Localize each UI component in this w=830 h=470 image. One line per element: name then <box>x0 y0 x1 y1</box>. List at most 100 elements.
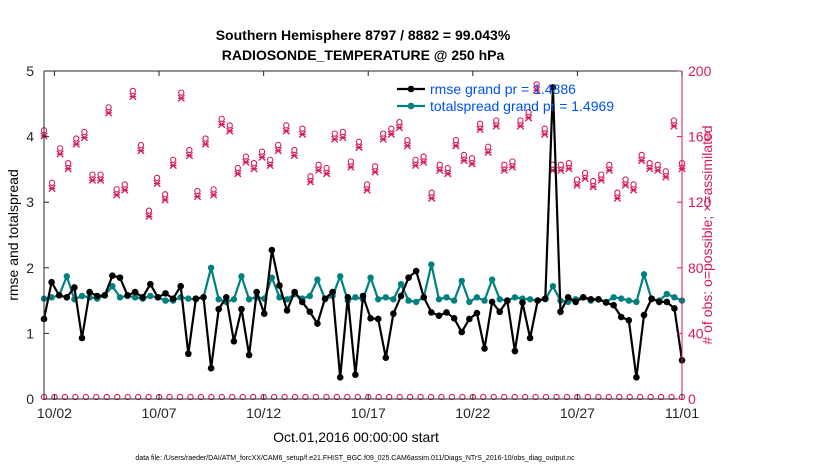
totalspread-point <box>397 281 405 288</box>
rmse-point <box>572 298 579 306</box>
obs-possible-point <box>380 130 387 137</box>
obs-assimilated-point <box>56 150 64 158</box>
obs-possible-point <box>412 156 419 163</box>
obs-assimilated-point <box>476 125 484 134</box>
obs-assimilated-point <box>581 174 589 183</box>
obs-assimilated-point <box>597 176 605 184</box>
totalspread-point <box>390 296 397 303</box>
obs-zero-point <box>668 393 675 401</box>
y-tick-label-right: 120 <box>688 194 712 210</box>
rmse-point <box>116 274 124 281</box>
obs-assimilated-point <box>452 142 460 150</box>
rmse-point <box>466 315 473 323</box>
legend-marker <box>407 102 415 110</box>
obs-assimilated-point <box>290 151 299 160</box>
obs-assimilated-point <box>387 130 395 138</box>
obs-possible-point <box>646 159 653 167</box>
obs-zero-point <box>657 393 665 401</box>
obs-assimilated-point <box>460 156 468 165</box>
obs-assimilated-point <box>161 196 169 204</box>
obs-assimilated-point <box>516 122 525 130</box>
totalspread-point <box>618 295 625 302</box>
plot-area <box>44 71 682 399</box>
obs-assimilated-point <box>96 176 105 184</box>
obs-possible-point <box>48 179 56 186</box>
obs-assimilated-point <box>363 186 371 194</box>
obs-assimilated-point <box>347 163 355 171</box>
obs-zero-point <box>385 393 393 401</box>
obs-possible-point <box>170 156 177 163</box>
obs-zero-point <box>511 393 518 401</box>
obs-assimilated-point <box>48 184 56 193</box>
obs-possible-point <box>347 158 355 165</box>
obs-possible-point <box>581 169 589 177</box>
totalspread-point <box>412 298 420 306</box>
totalspread-point <box>663 290 671 298</box>
obs-zero-point <box>323 393 330 401</box>
rmse-point <box>352 371 359 379</box>
rmse-point <box>428 309 435 316</box>
rmse-point <box>215 305 222 313</box>
obs-possible-point <box>291 146 298 154</box>
obs-possible-point <box>460 151 468 159</box>
rmse-point <box>663 298 671 306</box>
obs-possible-point <box>234 164 241 172</box>
obs-possible-point <box>533 81 540 88</box>
obs-possible-point <box>606 161 613 168</box>
rmse-point <box>640 311 648 319</box>
rmse-point <box>177 282 185 290</box>
obs-possible-point <box>509 158 516 165</box>
totalspread-point <box>458 277 465 285</box>
obs-zero-point <box>375 393 382 401</box>
obs-assimilated-point <box>242 158 250 166</box>
totalspread-point <box>283 296 291 303</box>
rmse-point <box>458 328 466 336</box>
obs-possible-point <box>299 125 306 132</box>
x-tick-label: 10/22 <box>455 405 490 421</box>
rmse-point <box>222 294 230 301</box>
rmse-point <box>185 350 192 358</box>
obs-possible-point <box>339 128 346 136</box>
obs-assimilated-point <box>322 170 331 178</box>
rmse-point <box>245 351 253 359</box>
obs-possible-point <box>202 135 209 142</box>
rmse-point <box>306 308 314 316</box>
obs-possible-point <box>355 138 363 145</box>
obs-possible-point <box>97 171 104 178</box>
obs-zero-point <box>626 393 633 401</box>
rmse-point <box>230 337 238 345</box>
totalspread-point <box>215 296 222 303</box>
obs-zero-point <box>542 393 550 401</box>
obs-assimilated-point <box>605 166 613 175</box>
rmse-point <box>633 374 640 381</box>
obs-assimilated-point <box>339 133 347 142</box>
rmse-point <box>602 299 610 306</box>
y-tick-label-left: 0 <box>26 391 34 407</box>
obs-assimilated-point <box>654 166 662 175</box>
rmse-point <box>336 374 344 381</box>
totalspread-point <box>367 274 374 281</box>
obs-assimilated-point <box>629 186 638 194</box>
x-tick-label: 10/17 <box>351 405 386 421</box>
obs-assimilated-point <box>234 170 242 178</box>
obs-assimilated-point <box>500 166 508 175</box>
obs-possible-point <box>89 171 96 178</box>
obs-assimilated-point <box>637 156 646 165</box>
y-tick-label-right: 40 <box>688 325 704 341</box>
rmse-point <box>63 294 71 301</box>
obs-possible-point <box>654 161 661 168</box>
rmse-point <box>253 288 260 296</box>
obs-possible-point <box>81 128 88 136</box>
x-axis-label: Oct.01,2016 00:00:00 start <box>273 429 439 445</box>
rmse-point <box>314 320 321 327</box>
rmse-point <box>526 334 534 342</box>
obs-possible-point <box>670 117 678 124</box>
obs-zero-point <box>270 393 278 401</box>
rmse-point <box>359 292 367 300</box>
obs-assimilated-point <box>379 135 387 143</box>
obs-assimilated-point <box>145 212 153 220</box>
obs-possible-point <box>662 168 669 175</box>
obs-possible-point <box>404 137 411 144</box>
obs-assimilated-point <box>524 114 533 122</box>
obs-possible-point <box>275 141 282 149</box>
